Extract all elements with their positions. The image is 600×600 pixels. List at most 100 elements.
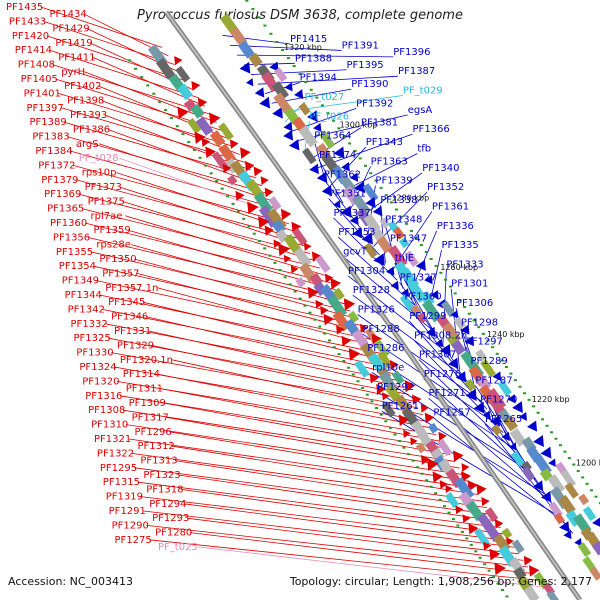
gene-feature-144[interactable] bbox=[445, 484, 453, 493]
gene-feature-186[interactable] bbox=[482, 410, 491, 419]
gene-feature-27[interactable] bbox=[373, 339, 390, 358]
gene-feature-301[interactable] bbox=[582, 506, 597, 522]
gene-feature-302[interactable] bbox=[592, 517, 600, 527]
gene-label-right[interactable]: PF1271 bbox=[429, 388, 466, 399]
gene-feature-40[interactable] bbox=[461, 471, 471, 483]
gene-feature-109[interactable] bbox=[194, 131, 206, 144]
gene-label-left[interactable]: pyrH bbox=[61, 67, 85, 78]
gene-feature-3[interactable] bbox=[197, 97, 208, 108]
gene-label-left[interactable]: PF1310 bbox=[91, 420, 128, 431]
gene-feature-46[interactable] bbox=[501, 527, 513, 539]
gene-label-right[interactable]: PF1304 bbox=[348, 266, 385, 277]
gene-feature-88[interactable] bbox=[401, 406, 419, 427]
gene-feature-180[interactable] bbox=[439, 343, 451, 356]
gene-label-right[interactable]: PF1340 bbox=[422, 163, 459, 174]
gene-label-left[interactable]: PF1316 bbox=[85, 391, 122, 402]
gene-feature-188[interactable] bbox=[491, 424, 503, 436]
gene-feature-262[interactable] bbox=[306, 110, 318, 123]
gene-feature-223[interactable] bbox=[369, 224, 385, 242]
gene-feature-98[interactable] bbox=[465, 500, 485, 522]
gene-feature-44[interactable] bbox=[484, 507, 499, 522]
gene-feature-174[interactable] bbox=[401, 288, 409, 297]
gene-feature-299[interactable] bbox=[564, 482, 579, 499]
gene-feature-261[interactable] bbox=[298, 102, 311, 116]
gene-label-right[interactable]: PF1289 bbox=[471, 356, 508, 367]
gene-label-left[interactable]: PF1420 bbox=[12, 31, 49, 42]
gene-feature-205[interactable] bbox=[229, 26, 248, 47]
gene-feature-111[interactable] bbox=[205, 146, 216, 159]
gene-feature-55[interactable] bbox=[155, 57, 176, 80]
gene-feature-266[interactable] bbox=[341, 162, 350, 172]
gene-feature-124[interactable] bbox=[307, 286, 319, 299]
gene-feature-133[interactable] bbox=[376, 383, 387, 395]
gene-feature-86[interactable] bbox=[385, 384, 402, 403]
gene-label-left[interactable]: PF1429 bbox=[52, 24, 89, 35]
gene-feature-176[interactable] bbox=[410, 304, 422, 316]
gene-label-left[interactable]: PF1433 bbox=[9, 16, 46, 27]
gene-label-left[interactable]: PF1393 bbox=[70, 110, 107, 121]
gene-feature-31[interactable] bbox=[404, 379, 416, 393]
gene-feature-192[interactable] bbox=[521, 460, 532, 472]
gene-feature-41[interactable] bbox=[467, 480, 478, 492]
gene-feature-126[interactable] bbox=[320, 306, 329, 316]
gene-feature-1[interactable] bbox=[175, 65, 191, 83]
gene-label-right[interactable]: PF1261 bbox=[382, 401, 419, 412]
gene-label-left[interactable]: PF1397 bbox=[27, 103, 64, 114]
gene-feature-45[interactable] bbox=[494, 519, 504, 529]
gene-feature-122[interactable] bbox=[290, 265, 299, 274]
gene-label-left[interactable]: PF1408 bbox=[18, 60, 55, 71]
gene-feature-272[interactable] bbox=[379, 217, 391, 229]
gene-feature-10[interactable] bbox=[260, 176, 269, 186]
gene-label-right[interactable]: egsA bbox=[408, 105, 433, 116]
gene-feature-277[interactable] bbox=[415, 259, 426, 271]
gene-feature-83[interactable] bbox=[367, 352, 387, 375]
gene-label-right[interactable]: PF1333 bbox=[446, 259, 483, 270]
gene-feature-182[interactable] bbox=[455, 371, 467, 383]
gene-label-left[interactable]: PF1411 bbox=[58, 52, 95, 63]
gene-label-right[interactable]: PF1265 bbox=[485, 414, 522, 425]
gene-label-left[interactable]: PF_t028 bbox=[79, 153, 119, 164]
gene-feature-224[interactable] bbox=[376, 235, 393, 254]
gene-feature-17[interactable] bbox=[311, 251, 322, 262]
gene-label-left[interactable]: PF1360 bbox=[50, 218, 87, 229]
gene-feature-173[interactable] bbox=[390, 280, 399, 290]
gene-feature-294[interactable] bbox=[533, 435, 544, 447]
gene-label-left[interactable]: PF1435 bbox=[6, 2, 43, 13]
gene-label-left[interactable]: PF1317 bbox=[132, 412, 169, 423]
gene-feature-259[interactable] bbox=[284, 82, 293, 92]
gene-label-right[interactable]: PF1361 bbox=[432, 201, 469, 212]
gene-feature-23[interactable] bbox=[347, 310, 360, 324]
gene-feature-146[interactable] bbox=[455, 505, 464, 515]
gene-feature-287[interactable] bbox=[480, 359, 497, 378]
gene-feature-285[interactable] bbox=[464, 335, 474, 347]
gene-label-right[interactable]: PF_t029 bbox=[403, 86, 443, 97]
gene-feature-230[interactable] bbox=[421, 299, 442, 323]
gene-feature-113[interactable] bbox=[222, 163, 232, 174]
gene-label-left[interactable]: PF1314 bbox=[123, 369, 160, 380]
gene-label-right[interactable]: PF1343 bbox=[366, 137, 403, 148]
gene-feature-37[interactable] bbox=[437, 438, 453, 457]
gene-feature-39[interactable] bbox=[461, 463, 470, 472]
gene-feature-22[interactable] bbox=[343, 298, 356, 311]
gene-label-left[interactable]: PF1357.1n bbox=[105, 283, 158, 294]
gene-feature-216[interactable] bbox=[320, 152, 340, 174]
gene-feature-181[interactable] bbox=[448, 357, 459, 369]
gene-feature-257[interactable] bbox=[269, 61, 279, 72]
gene-label-right[interactable]: PF1297 bbox=[466, 337, 503, 348]
gene-feature-108[interactable] bbox=[187, 117, 202, 134]
gene-label-left[interactable]: PF1365 bbox=[47, 204, 84, 215]
gene-label-right[interactable]: PF1301 bbox=[451, 279, 488, 290]
gene-feature-267[interactable] bbox=[349, 172, 359, 182]
gene-feature-295[interactable] bbox=[540, 446, 552, 459]
gene-feature-190[interactable] bbox=[509, 442, 517, 451]
gene-feature-129[interactable] bbox=[341, 335, 352, 347]
gene-feature-150[interactable] bbox=[483, 541, 492, 551]
gene-label-left[interactable]: PF1296 bbox=[135, 427, 172, 438]
gene-feature-197[interactable] bbox=[553, 512, 565, 525]
gene-feature-134[interactable] bbox=[382, 392, 390, 401]
gene-feature-38[interactable] bbox=[453, 450, 464, 463]
gene-feature-191[interactable] bbox=[510, 450, 525, 467]
gene-feature-154[interactable] bbox=[246, 78, 254, 87]
gene-feature-15[interactable] bbox=[292, 227, 308, 246]
gene-label-right[interactable]: PF1392 bbox=[356, 98, 393, 109]
